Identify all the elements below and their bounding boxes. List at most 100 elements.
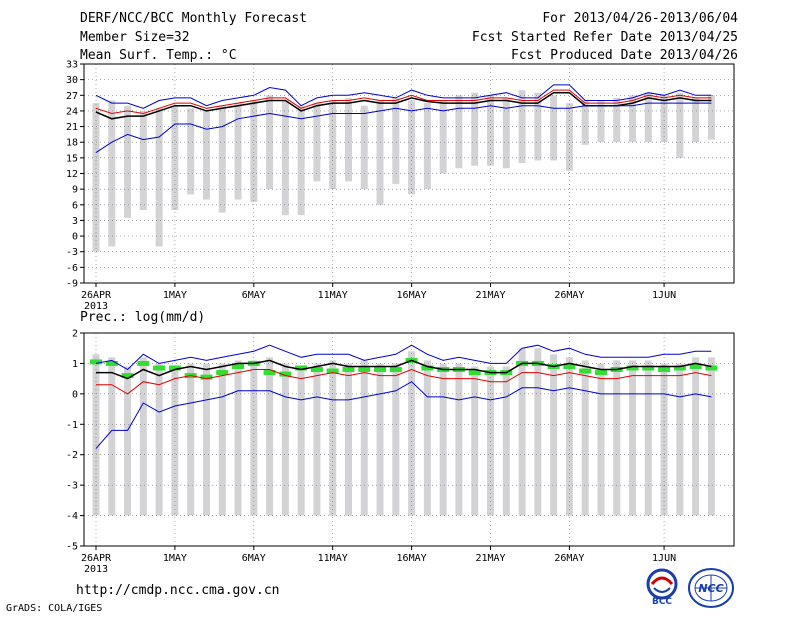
bar-30	[565, 357, 573, 516]
observed-mark-15	[326, 368, 339, 374]
x-tick-label-0: 26APR	[81, 290, 112, 301]
ncc-logo-text: NCC	[698, 582, 723, 595]
ncc-logo: NCC	[688, 568, 734, 608]
bar-4	[155, 108, 163, 247]
bar-29	[550, 354, 558, 516]
bar-2	[124, 366, 132, 516]
y-tick-label-3: -2	[66, 450, 78, 461]
y-tick-label-14: 33	[66, 60, 78, 71]
observed-mark-5	[168, 365, 181, 371]
series-min	[95, 381, 712, 449]
bar-14	[313, 363, 321, 516]
bar-7	[202, 363, 210, 516]
grads-credit: GrADS: COLA/IGES	[6, 603, 103, 614]
bar-31	[581, 100, 589, 145]
bar-34	[629, 95, 637, 143]
observed-mark-4	[153, 365, 166, 371]
bar-20	[408, 100, 416, 195]
bar-22	[439, 363, 447, 516]
observed-mark-37	[673, 365, 686, 371]
bar-8	[218, 363, 226, 516]
series-max	[95, 84, 712, 109]
x-tick-label-1: 1MAY	[163, 553, 187, 564]
bar-0	[92, 354, 100, 516]
observed-mark-24	[468, 370, 481, 376]
bar-10	[250, 100, 258, 203]
y-tick-label-10: 21	[66, 122, 78, 133]
bar-19	[392, 97, 400, 184]
observed-mark-7	[200, 374, 213, 380]
bar-28	[534, 92, 542, 161]
observed-mark-18	[374, 367, 387, 373]
year-label: 2013	[84, 564, 108, 575]
y-tick-label-9: 18	[66, 138, 78, 149]
year-label: 2013	[84, 301, 108, 312]
bar-11	[266, 95, 274, 190]
x-tick-label-6: 26MAY	[554, 553, 584, 564]
x-tick-label-5: 21MAY	[475, 553, 505, 564]
bar-39	[707, 95, 715, 140]
bar-32	[597, 363, 605, 516]
bcc-logo: BCC	[646, 568, 678, 607]
observed-mark-12	[279, 371, 292, 377]
bar-35	[644, 92, 652, 143]
x-tick-label-5: 21MAY	[475, 290, 505, 301]
y-tick-label-1: -6	[66, 263, 78, 274]
x-tick-label-7: 1JUN	[652, 290, 676, 301]
observed-mark-36	[658, 367, 671, 373]
bar-37	[676, 92, 684, 158]
observed-mark-21	[421, 365, 434, 371]
x-tick-label-2: 6MAY	[242, 290, 266, 301]
series-lower	[96, 368, 712, 395]
bar-25	[487, 95, 494, 166]
observed-mark-9	[232, 363, 245, 369]
y-tick-label-6: 9	[72, 185, 78, 196]
bar-17	[360, 360, 368, 516]
variable-label: Mean Surf. Temp.: °C	[80, 48, 237, 63]
y-tick-label-0: -9	[66, 279, 78, 290]
y-tick-label-0: -5	[66, 542, 78, 553]
observed-mark-1	[105, 360, 118, 366]
bar-18	[376, 363, 384, 516]
precipitation-plot: -5 -4 -3 -2 -1 0 1 2 26APR 1MAY 6MAY 11MAY 16MAY 21MA…	[66, 329, 735, 575]
y-tick-label-2: -3	[66, 481, 78, 492]
observed-mark-11	[263, 370, 276, 376]
observed-mark-34	[626, 365, 639, 371]
bar-38	[692, 357, 700, 516]
forecast-period: For 2013/04/26-2013/06/04	[542, 11, 738, 26]
temperature-plot: -9 -6 -3 0 3 6 9 12 15 18 21 24 27 30 33 26APR 1MAY 6MAY 1…	[66, 60, 735, 312]
bar-12	[281, 100, 289, 216]
y-tick-label-4: -1	[66, 420, 78, 431]
bar-34	[629, 360, 637, 516]
bar-18	[376, 100, 384, 205]
bar-11	[266, 357, 274, 516]
y-tick-label-7: 2	[72, 329, 78, 340]
bar-8	[218, 105, 226, 213]
bar-26	[502, 97, 510, 169]
y-tick-label-6: 1	[72, 359, 78, 370]
bar-27	[518, 90, 526, 164]
bar-36	[660, 363, 668, 516]
bar-31	[581, 360, 589, 516]
bar-33	[613, 360, 621, 516]
chart-title: DERF/NCC/BCC Monthly Forecast	[80, 11, 307, 26]
bar-21	[423, 360, 431, 516]
observed-mark-31	[579, 368, 592, 374]
website-link[interactable]: http://cmdp.ncc.cma.gov.cn	[76, 583, 280, 598]
bar-3	[139, 110, 147, 210]
series-upper	[95, 89, 712, 115]
bar-19	[392, 363, 400, 516]
observed-mark-19	[389, 367, 402, 373]
y-tick-label-5: 6	[72, 200, 78, 211]
x-tick-label-4: 16MAY	[397, 553, 427, 564]
bar-13	[297, 105, 305, 216]
x-tick-label-3: 11MAY	[318, 290, 348, 301]
y-tick-label-12: 27	[66, 91, 78, 102]
series-min	[95, 102, 712, 154]
bar-16	[344, 97, 352, 182]
bar-4	[155, 363, 163, 516]
bar-2	[124, 105, 132, 218]
bar-33	[613, 97, 621, 143]
bar-38	[692, 97, 700, 143]
